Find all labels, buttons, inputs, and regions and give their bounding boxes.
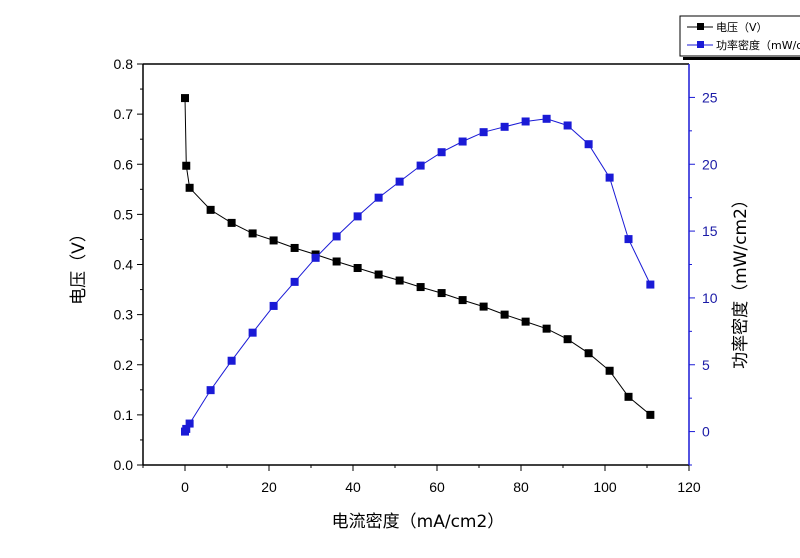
y-left-tick-label-4: 0.4	[114, 257, 134, 273]
series-0-point-6	[269, 236, 278, 245]
series-1-point-18	[521, 117, 530, 126]
x-tick-label-3: 60	[429, 479, 445, 495]
legend-label-voltage: 电压（V）	[716, 21, 768, 34]
legend-marker-power	[697, 41, 704, 48]
series-0-point-0	[181, 94, 189, 103]
series-1-point-19	[542, 114, 551, 123]
y-left-tick-label-7: 0.7	[114, 106, 134, 122]
y-right-tick-label-3: 15	[702, 223, 718, 239]
series-1-point-13	[416, 161, 425, 170]
series-1-point-5	[248, 328, 257, 337]
series-0-point-15	[458, 296, 467, 305]
series-0-point-19	[542, 324, 551, 333]
series-0-point-9	[332, 257, 341, 266]
y-left-tick-label-0: 0.0	[114, 457, 134, 473]
y-left-tick-label-2: 0.2	[114, 357, 134, 373]
series-0-point-21	[584, 349, 593, 358]
series-1-point-16	[479, 128, 488, 137]
series-0-point-23	[624, 392, 633, 401]
series-0-point-22	[605, 366, 614, 375]
x-axis-title: 电流密度（mA/cm2）	[332, 512, 505, 532]
series-1-point-17	[500, 122, 509, 131]
series-0-point-17	[500, 310, 509, 319]
series-1-point-21	[584, 140, 593, 149]
series-1-point-7	[290, 277, 299, 286]
y-left-tick-label-1: 0.1	[114, 407, 134, 423]
series-1-point-6	[269, 301, 278, 310]
series-1-point-24	[646, 280, 655, 289]
y-left-tick-label-8: 0.8	[114, 56, 134, 72]
series-1-point-11	[374, 193, 383, 202]
y-right-tick-label-4: 20	[702, 156, 718, 172]
series-0-point-11	[374, 270, 383, 279]
series-0-point-20	[563, 335, 572, 344]
x-tick-label-1: 20	[261, 479, 277, 495]
series-1-point-12	[395, 177, 404, 186]
series-0-point-12	[395, 276, 404, 285]
y-left-tick-label-6: 0.6	[114, 156, 134, 172]
series-0-point-2	[185, 183, 194, 192]
series-1-point-22	[605, 173, 614, 182]
y-right-tick-label-2: 10	[702, 290, 718, 306]
legend: 电压（V） 功率密度（mW/cm2）	[679, 15, 800, 60]
series-0-point-24	[646, 410, 655, 419]
x-tick-label-4: 80	[513, 479, 529, 495]
series-0-point-16	[479, 302, 488, 311]
series-1-point-20	[563, 121, 572, 130]
series-1-point-10	[353, 212, 362, 221]
series-1-point-3	[206, 386, 215, 395]
x-tick-label-5: 100	[593, 479, 617, 495]
y-right-tick-label-5: 25	[702, 89, 718, 105]
series-0-point-5	[248, 229, 257, 238]
series-0-point-10	[353, 264, 362, 273]
series-1-point-9	[332, 232, 341, 241]
series-1-point-14	[437, 148, 446, 157]
series-1-point-15	[458, 137, 467, 146]
series-0-point-18	[521, 317, 530, 326]
series-1-point-1	[182, 424, 191, 433]
y-left-tick-label-3: 0.3	[114, 307, 134, 323]
plot-layer: 0 20 40 60 80 100 1200.00.10.20.30.40.50.60.70…	[114, 56, 718, 495]
y-axis-left-title: 电压（V）	[69, 225, 89, 305]
legend-box	[679, 15, 800, 57]
series-1-point-2	[185, 419, 194, 428]
x-tick-label-2: 40	[345, 479, 361, 495]
y-axis-right-title: 功率密度（mW/cm2）	[731, 191, 751, 369]
y-right-tick-label-0: 0	[702, 424, 710, 440]
series-0-point-14	[437, 289, 446, 298]
series-1-point-23	[624, 235, 633, 244]
legend-marker-voltage	[697, 23, 704, 30]
series-0-point-1	[182, 161, 191, 170]
legend-shadow	[683, 57, 800, 60]
series-0-point-7	[290, 243, 299, 252]
y-right-tick-label-1: 5	[702, 357, 710, 373]
x-tick-label-6: 120	[677, 479, 701, 495]
series-0-point-3	[206, 205, 215, 214]
y-left-tick-label-5: 0.5	[114, 206, 134, 222]
series-0-point-13	[416, 283, 425, 292]
x-tick-label-0: 0	[181, 479, 189, 495]
series-line-0	[184, 98, 651, 416]
series-1-point-4	[227, 356, 236, 365]
series-0-point-4	[227, 218, 236, 227]
legend-label-power: 功率密度（mW/cm2）	[716, 38, 800, 52]
series-1-point-8	[311, 253, 320, 262]
